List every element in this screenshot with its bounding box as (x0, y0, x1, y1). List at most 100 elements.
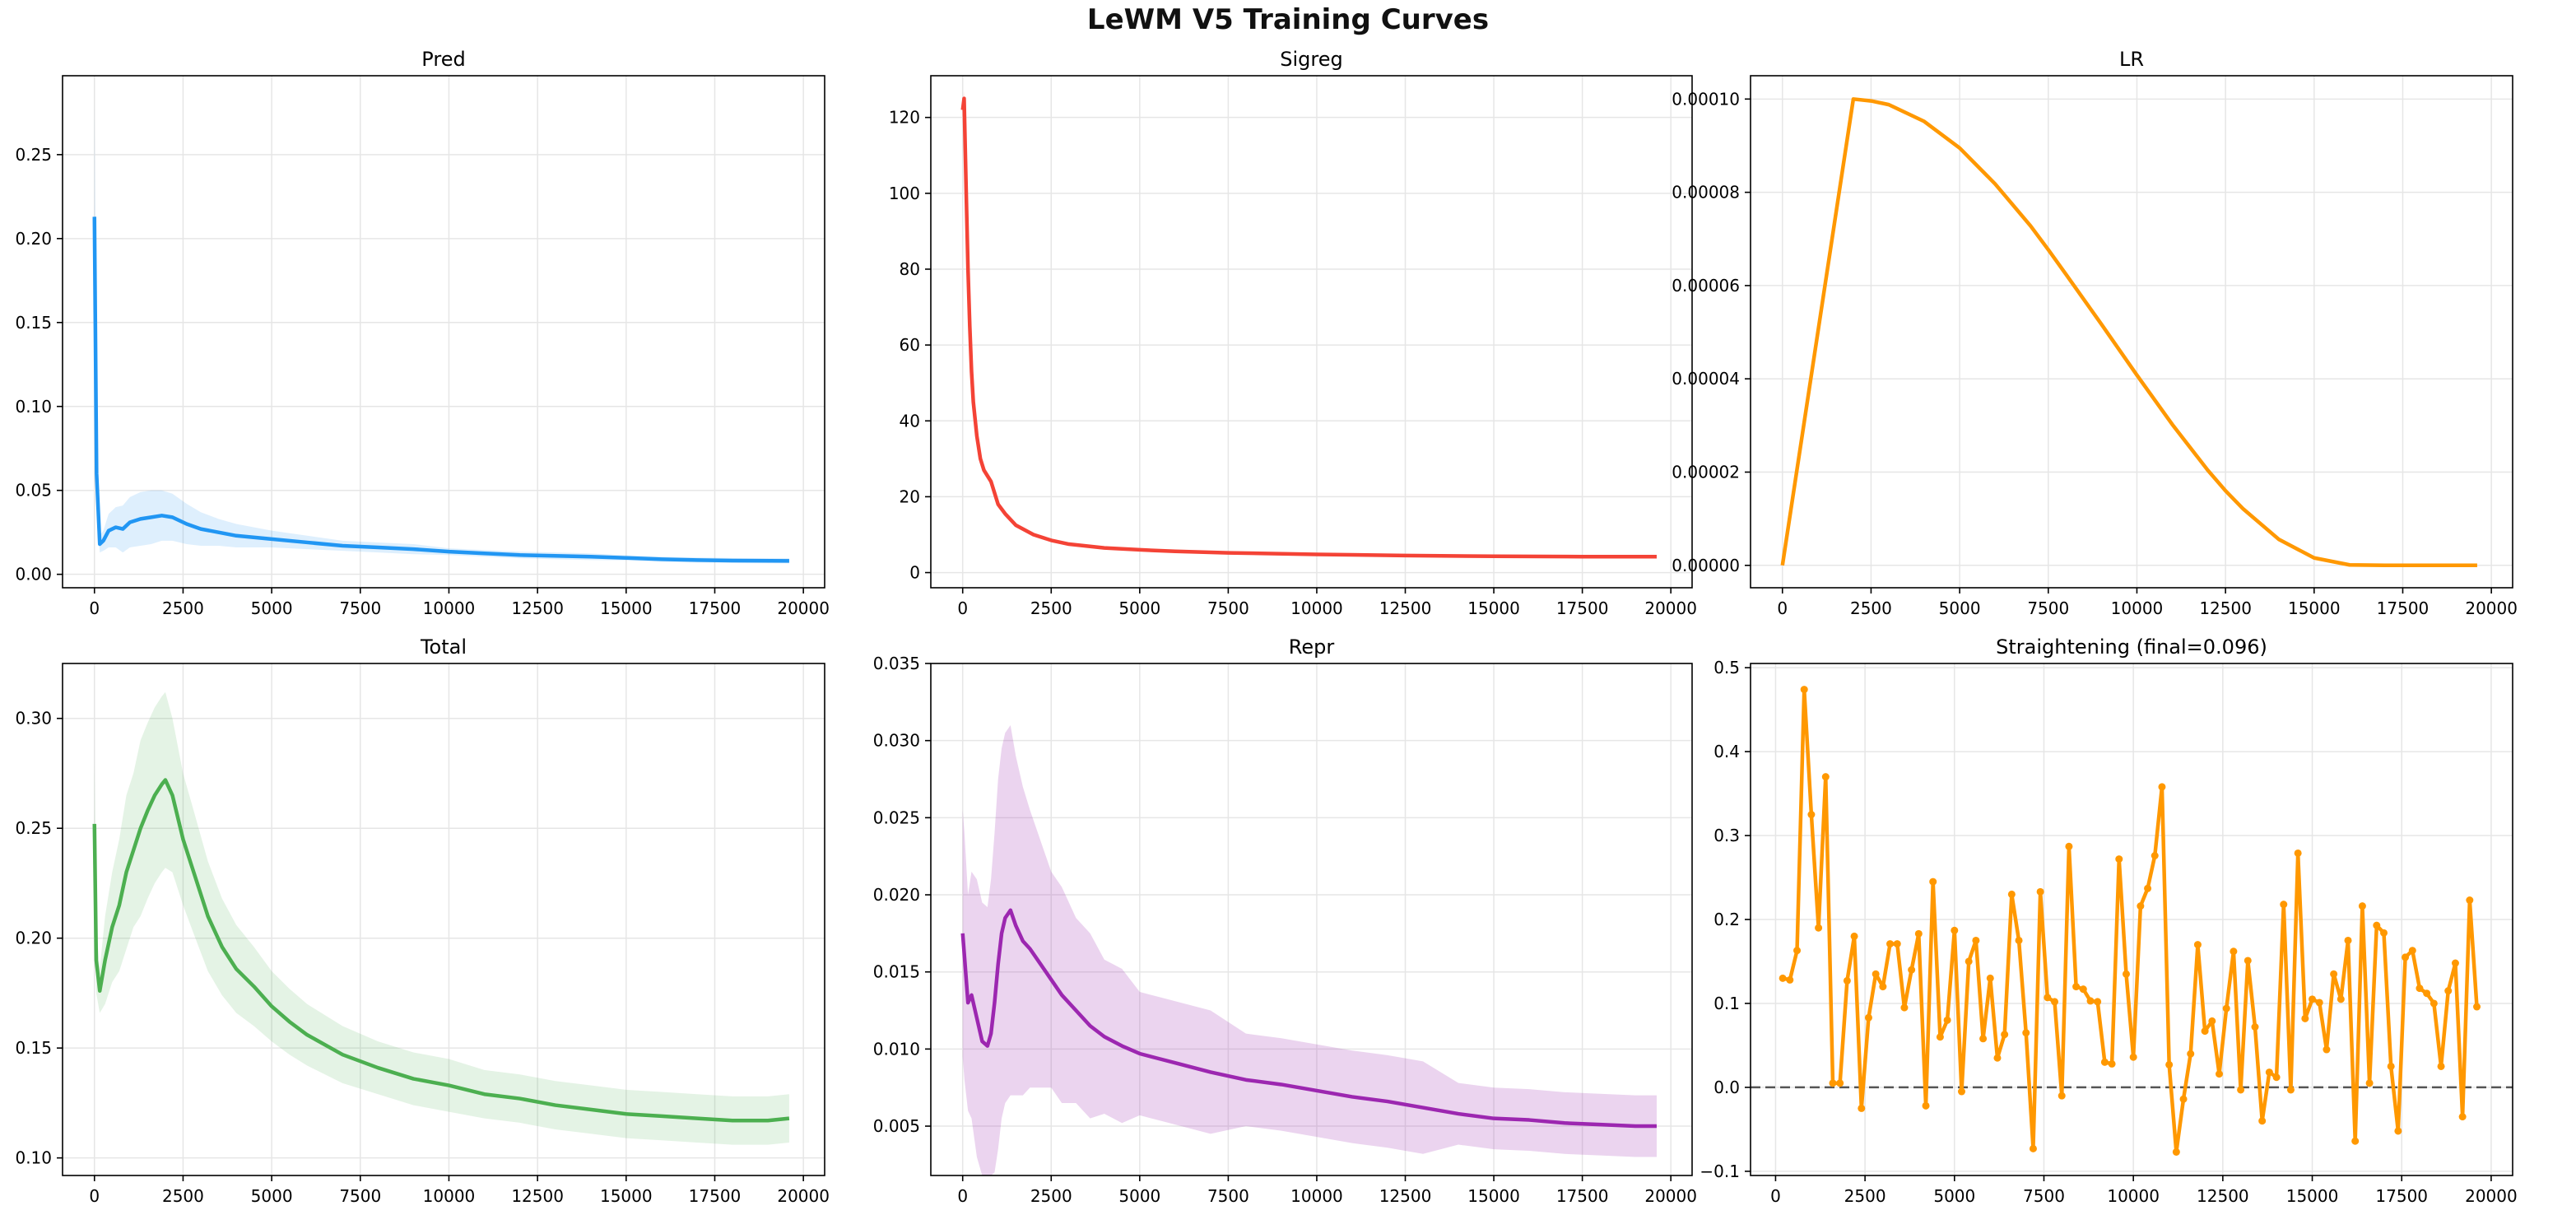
data-point (1815, 924, 1823, 932)
x-tick-label: 12500 (2199, 598, 2252, 618)
y-tick-label: 120 (889, 108, 920, 128)
x-tick-label: 7500 (339, 1186, 381, 1206)
data-point (2458, 1113, 2467, 1121)
x-tick-label: 5000 (1118, 598, 1160, 618)
x-tick-label: 15000 (600, 1186, 653, 1206)
data-point (1993, 1054, 2002, 1062)
data-point (2122, 970, 2130, 978)
x-tick-label: 12500 (511, 598, 564, 618)
series-line (92, 778, 790, 1123)
x-tick-label: 0 (89, 598, 100, 618)
subplot-straightening: 0 2500 5000 7500 10000 12500 15000 17500 20000 −0… (1700, 635, 2517, 1206)
x-tick-label: 2500 (1850, 598, 1892, 618)
y-tick-label: 0.20 (15, 229, 52, 249)
y-tick-label: 0.20 (15, 929, 52, 948)
data-point (2315, 999, 2323, 1007)
data-point (1872, 970, 1880, 978)
data-point (2344, 936, 2352, 944)
data-point (1793, 947, 1802, 955)
x-tick-label: 0 (957, 1186, 968, 1206)
figure-title: LeWM V5 Training Curves (1086, 3, 1490, 36)
series-line (92, 216, 789, 563)
data-point (1972, 936, 1980, 944)
data-point (2094, 998, 2102, 1006)
y-tick-label: 0.30 (15, 709, 52, 729)
y-tick-label: 0.00 (15, 565, 52, 584)
data-point (2129, 1053, 2137, 1061)
y-tick-label: 0.035 (873, 654, 920, 673)
x-tick-label: 17500 (1556, 598, 1609, 618)
data-point (2001, 1031, 2009, 1039)
x-tick-label: 7500 (2023, 1186, 2065, 1206)
x-tick-label: 17500 (2375, 1186, 2428, 1206)
series-band (962, 724, 1657, 1175)
y-tick-label: 0.00002 (1672, 463, 1740, 482)
x-tick-label: 7500 (2027, 598, 2069, 618)
data-point (1779, 974, 1787, 982)
axes-frame (930, 75, 1693, 589)
x-tick-label: 10000 (1290, 1186, 1343, 1206)
subplot-pred: 0 2500 5000 7500 10000 12500 15000 17500 20000 0.… (15, 48, 830, 618)
y-tick-label: 0.25 (15, 145, 52, 165)
series-line (1780, 97, 2477, 568)
data-point (1879, 983, 1887, 991)
data-point (2258, 1117, 2267, 1125)
data-point (2451, 959, 2459, 967)
subplot-total: 0 2500 5000 7500 10000 12500 15000 17500 20000 0.… (15, 635, 830, 1206)
x-tick-label: 2500 (162, 598, 204, 618)
data-point (2408, 947, 2416, 955)
y-tick-label: 0.020 (873, 885, 920, 905)
data-point (2387, 1062, 2395, 1070)
data-point (2100, 1058, 2109, 1066)
data-point (2137, 902, 2145, 910)
y-tick-label: 0.2 (1713, 910, 1740, 929)
data-point (1986, 974, 1994, 982)
axes-frame (62, 663, 825, 1176)
y-tick-label: 20 (900, 486, 920, 506)
data-point (2072, 983, 2081, 991)
data-point (1979, 1035, 1988, 1043)
series-line (960, 96, 1657, 559)
x-tick-label: 0 (1770, 1186, 1781, 1206)
x-tick-label: 7500 (1207, 598, 1249, 618)
data-point (1829, 1079, 1837, 1087)
data-point (1821, 773, 1830, 781)
series-band (94, 691, 789, 1145)
y-tick-label: 0.1 (1713, 994, 1740, 1013)
data-point (1957, 1087, 1965, 1096)
x-tick-label: 12500 (1379, 598, 1432, 618)
x-tick-label: 12500 (511, 1186, 564, 1206)
plot-area (63, 76, 825, 588)
plot-area (931, 76, 1692, 588)
data-point (2280, 901, 2288, 909)
series-line (960, 908, 1657, 1129)
y-tick-label: 0.00000 (1672, 556, 1740, 575)
x-tick-label: 5000 (1933, 1186, 1975, 1206)
data-point (2337, 995, 2345, 1003)
data-point (2444, 987, 2453, 995)
data-point (2007, 890, 2016, 898)
data-point (2379, 929, 2388, 937)
x-tick-label: 2500 (1030, 598, 1072, 618)
data-point (2151, 852, 2159, 860)
data-point (1886, 940, 1895, 948)
x-tick-label: 5000 (251, 598, 293, 618)
y-tick-label: 0.00008 (1672, 183, 1740, 202)
data-point (2144, 884, 2152, 892)
x-tick-label: 5000 (1939, 598, 1981, 618)
data-point (2373, 921, 2381, 929)
x-tick-label: 20000 (2465, 598, 2518, 618)
x-tick-label: 12500 (1379, 1186, 1432, 1206)
subplot-title: Straightening (final=0.096) (1996, 635, 2267, 659)
data-point (2237, 1086, 2245, 1094)
data-point (1908, 966, 1916, 974)
data-point (2416, 985, 2424, 993)
data-point (1965, 957, 1973, 966)
data-point (1943, 1016, 1951, 1024)
data-point (1807, 811, 1816, 819)
x-tick-label: 5000 (1118, 1186, 1160, 1206)
subplot-title: Repr (1289, 635, 1335, 659)
data-point (2286, 1086, 2295, 1094)
data-point (2365, 1079, 2374, 1087)
data-point (2294, 849, 2302, 857)
